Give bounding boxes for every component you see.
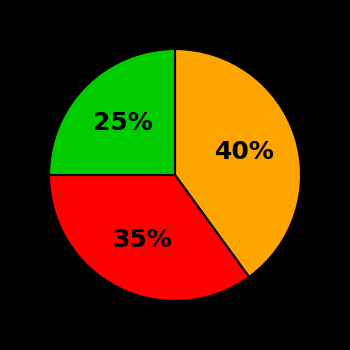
Wedge shape [49,175,249,301]
Text: 40%: 40% [215,140,274,164]
Text: 35%: 35% [112,228,172,252]
Wedge shape [175,49,301,277]
Text: 25%: 25% [93,111,153,135]
Wedge shape [49,49,175,175]
